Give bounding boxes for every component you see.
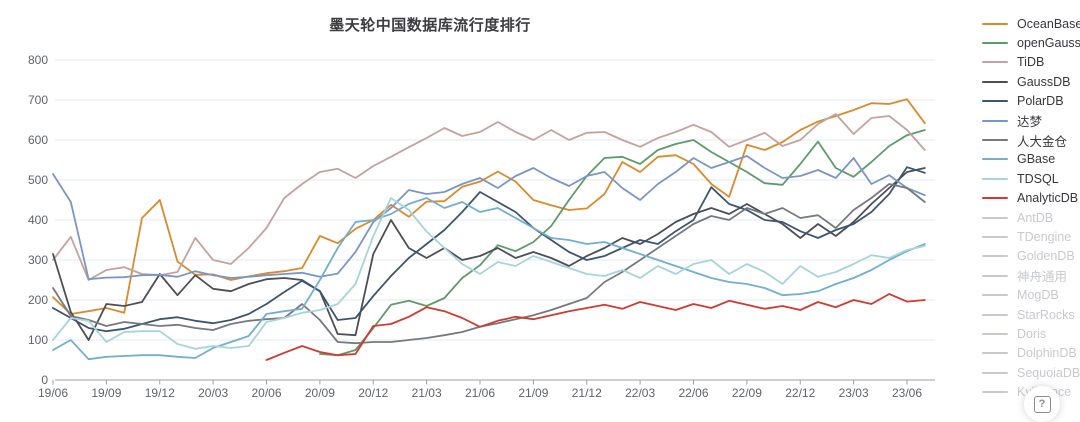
legend-swatch-达梦 [982,119,1008,122]
legend-swatch-AnalyticDB [982,197,1008,200]
legend-label: 人大金仓 [1017,134,1068,149]
series-line-PolarDB [52,166,926,333]
x-tick-label-21/03: 21/03 [412,386,442,400]
legend-swatch-OceanBase [982,22,1008,25]
series-line-TDSQL [52,197,926,350]
legend-item-人大金仓[interactable]: 人大金仓 [982,130,1080,149]
legend-item-GoldenDB[interactable]: GoldenDB [982,247,1080,266]
legend-label: PolarDB [1017,94,1064,109]
legend-swatch-人大金仓 [982,139,1008,142]
y-tick-label-800: 800 [28,53,48,67]
legend-swatch-GBase [982,158,1008,161]
legend-label: GBase [1017,152,1056,167]
x-tick-label-21/09: 21/09 [518,386,548,400]
question-icon: ? [1033,395,1051,413]
legend-label: 达梦 [1017,115,1043,130]
legend-swatch-openGauss [982,42,1008,45]
x-tick-label-20/12: 20/12 [358,386,388,400]
legend-item-AnalyticDB[interactable]: AnalyticDB [982,189,1080,208]
legend-swatch-Kyligence [982,391,1008,394]
legend-swatch-TDengine [982,235,1008,238]
help-button[interactable]: ? [1024,386,1060,422]
x-tick-label-22/12: 22/12 [785,386,815,400]
legend-label: GaussDB [1017,74,1071,89]
legend-item-TDengine[interactable]: TDengine [982,227,1080,246]
series-line-人大金仓 [52,183,926,345]
legend-label: TDSQL [1017,171,1059,186]
legend-item-达梦[interactable]: 达梦 [982,111,1080,130]
legend-item-DolphinDB[interactable]: DolphinDB [982,344,1080,363]
series-line-openGauss [319,129,926,357]
legend-item-MogDB[interactable]: MogDB [982,285,1080,304]
x-tick-label-21/12: 21/12 [572,386,602,400]
y-tick-label-700: 700 [28,93,48,107]
x-tick-label-20/06: 20/06 [251,386,281,400]
legend-label: DolphinDB [1017,346,1077,361]
legend-item-TiDB[interactable]: TiDB [982,53,1080,72]
y-tick-label-300: 300 [28,253,48,267]
x-tick-label-22/06: 22/06 [678,386,708,400]
legend-item-AntDB[interactable]: AntDB [982,208,1080,227]
legend-label: GoldenDB [1017,249,1075,264]
legend-item-GBase[interactable]: GBase [982,150,1080,169]
series-line-AnalyticDB [265,293,926,361]
legend-item-Doris[interactable]: Doris [982,324,1080,343]
x-tick-label-20/03: 20/03 [198,386,228,400]
legend-item-GaussDB[interactable]: GaussDB [982,72,1080,91]
y-tick-label-600: 600 [28,133,48,147]
legend-item-StarRocks[interactable]: StarRocks [982,305,1080,324]
x-tick-label-22/09: 22/09 [732,386,762,400]
legend-item-SequoiaDB[interactable]: SequoiaDB [982,363,1080,382]
legend-swatch-StarRocks [982,313,1008,316]
x-tick-label-19/12: 19/12 [145,386,175,400]
series-line-GBase [52,197,926,361]
legend-swatch-GoldenDB [982,255,1008,258]
series-line-TiDB [52,113,926,281]
y-tick-label-100: 100 [28,333,48,347]
y-tick-label-500: 500 [28,173,48,187]
legend-swatch-DolphinDB [982,352,1008,355]
legend-label: TDengine [1017,229,1072,244]
legend-label: AntDB [1017,210,1054,225]
legend-item-TDSQL[interactable]: TDSQL [982,169,1080,188]
legend-swatch-TDSQL [982,177,1008,180]
x-tick-label-22/03: 22/03 [625,386,655,400]
series-line-达梦 [52,155,926,281]
legend-label: SequoiaDB [1017,365,1080,380]
series-line-OceanBase [52,98,926,315]
legend-label: 神舟通用 [1017,270,1068,285]
legend-swatch-神舟通用 [982,274,1008,277]
legend-label: MogDB [1017,288,1059,303]
x-tick-label-21/06: 21/06 [465,386,495,400]
y-tick-label-400: 400 [28,213,48,227]
legend-label: openGauss [1017,36,1080,51]
chart-title: 墨天轮中国数据库流行度排行 [329,17,531,34]
legend-item-openGauss[interactable]: openGauss [982,33,1080,52]
legend-swatch-GaussDB [982,80,1008,83]
legend-swatch-PolarDB [982,100,1008,103]
legend-label: AnalyticDB [1017,191,1079,206]
x-tick-label-23/06: 23/06 [892,386,922,400]
legend-swatch-SequoiaDB [982,371,1008,374]
x-tick-label-23/03: 23/03 [839,386,869,400]
y-tick-label-0: 0 [41,373,48,387]
legend-label: OceanBase [1017,16,1080,31]
x-tick-label-20/09: 20/09 [305,386,335,400]
legend-swatch-MogDB [982,294,1008,297]
legend-label: Doris [1017,326,1047,341]
legend-label: TiDB [1017,55,1045,70]
chart-legend: OceanBase openGauss TiDB GaussDB PolarDB 达梦人大… [982,14,1080,402]
legend-swatch-Doris [982,332,1008,335]
legend-swatch-TiDB [982,61,1008,64]
legend-label: StarRocks [1017,307,1075,322]
x-tick-label-19/09: 19/09 [91,386,121,400]
legend-item-神舟通用[interactable]: 神舟通用 [982,266,1080,285]
x-tick-label-19/06: 19/06 [38,386,68,400]
legend-item-OceanBase[interactable]: OceanBase [982,14,1080,33]
legend-swatch-AntDB [982,216,1008,219]
y-tick-label-200: 200 [28,293,48,307]
legend-item-PolarDB[interactable]: PolarDB [982,92,1080,111]
